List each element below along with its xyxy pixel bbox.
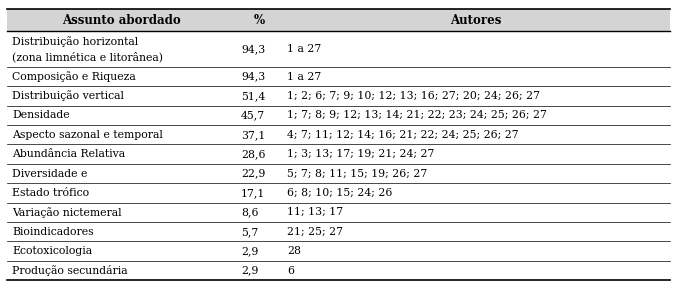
Text: 1; 3; 13; 17; 19; 21; 24; 27: 1; 3; 13; 17; 19; 21; 24; 27 <box>288 149 435 159</box>
Text: 28: 28 <box>288 246 301 256</box>
Text: 21; 25; 27: 21; 25; 27 <box>288 227 343 237</box>
Text: Densidade: Densidade <box>12 110 70 120</box>
Text: 5; 7; 8; 11; 15; 19; 26; 27: 5; 7; 8; 11; 15; 19; 26; 27 <box>288 168 428 179</box>
Text: 4; 7; 11; 12; 14; 16; 21; 22; 24; 25; 26; 27: 4; 7; 11; 12; 14; 16; 21; 22; 24; 25; 26… <box>288 130 519 140</box>
Text: Distribuição horizontal: Distribuição horizontal <box>12 36 138 47</box>
Text: Ecotoxicologia: Ecotoxicologia <box>12 246 92 256</box>
Text: 51,4: 51,4 <box>241 91 265 101</box>
Text: 17,1: 17,1 <box>241 188 265 198</box>
Text: Produção secundária: Produção secundária <box>12 265 128 276</box>
Text: 6: 6 <box>288 265 294 276</box>
Bar <box>7 9 670 31</box>
Text: 11; 13; 17: 11; 13; 17 <box>288 207 343 217</box>
Text: Abundância Relativa: Abundância Relativa <box>12 149 125 159</box>
Text: Aspecto sazonal e temporal: Aspecto sazonal e temporal <box>12 130 163 140</box>
Text: 1 a 27: 1 a 27 <box>288 44 322 54</box>
Text: %: % <box>253 14 265 27</box>
Text: Composição e Riqueza: Composição e Riqueza <box>12 71 136 82</box>
Text: Variação nictemeral: Variação nictemeral <box>12 207 122 218</box>
Text: Distribuição vertical: Distribuição vertical <box>12 91 124 101</box>
Text: 28,6: 28,6 <box>241 149 265 159</box>
Text: 45,7: 45,7 <box>241 110 265 120</box>
Text: 94,3: 94,3 <box>241 44 265 54</box>
Text: 2,9: 2,9 <box>241 246 259 256</box>
Text: 1 a 27: 1 a 27 <box>288 71 322 82</box>
Text: 22,9: 22,9 <box>241 168 265 179</box>
Text: 37,1: 37,1 <box>241 130 265 140</box>
Text: 1; 7; 8; 9; 12; 13; 14; 21; 22; 23; 24; 25; 26; 27: 1; 7; 8; 9; 12; 13; 14; 21; 22; 23; 24; … <box>288 110 547 120</box>
Text: Assunto abordado: Assunto abordado <box>62 14 181 27</box>
Text: Autores: Autores <box>450 14 502 27</box>
Text: Bioindicadores: Bioindicadores <box>12 227 93 237</box>
Text: 2,9: 2,9 <box>241 265 259 276</box>
Text: 1; 2; 6; 7; 9; 10; 12; 13; 16; 27; 20; 24; 26; 27: 1; 2; 6; 7; 9; 10; 12; 13; 16; 27; 20; 2… <box>288 91 540 101</box>
Text: (zona limnética e litorânea): (zona limnética e litorânea) <box>12 51 163 62</box>
Text: 5,7: 5,7 <box>241 227 258 237</box>
Text: 6; 8; 10; 15; 24; 26: 6; 8; 10; 15; 24; 26 <box>288 188 393 198</box>
Text: 8,6: 8,6 <box>241 207 259 217</box>
Text: Estado trófico: Estado trófico <box>12 188 89 198</box>
Text: 94,3: 94,3 <box>241 71 265 82</box>
Text: Diversidade e: Diversidade e <box>12 168 87 179</box>
